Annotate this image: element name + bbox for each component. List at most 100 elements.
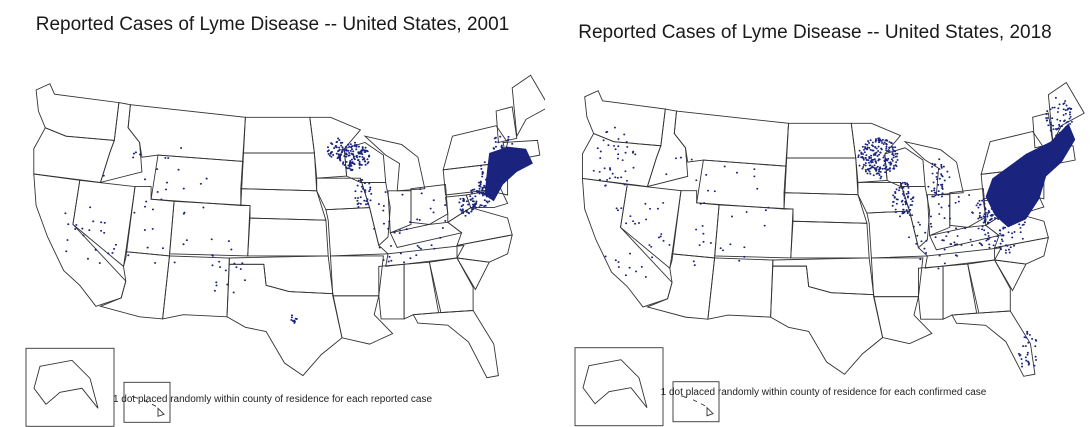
case-dot bbox=[634, 153, 637, 156]
case-dot bbox=[648, 244, 651, 246]
case-dot bbox=[1013, 244, 1016, 247]
case-dot bbox=[399, 229, 402, 232]
case-dot bbox=[107, 252, 110, 255]
case-dot bbox=[869, 172, 872, 175]
case-dot bbox=[1025, 359, 1028, 362]
case-dot bbox=[917, 221, 920, 224]
case-dot bbox=[874, 160, 877, 162]
case-dot bbox=[896, 198, 899, 201]
case-dot bbox=[494, 145, 498, 148]
case-dot bbox=[357, 145, 360, 148]
case-dot bbox=[948, 176, 951, 179]
state-north-carolina bbox=[457, 235, 512, 262]
case-dot bbox=[1050, 123, 1053, 126]
case-dot bbox=[1035, 359, 1038, 361]
case-dot bbox=[956, 243, 959, 246]
case-dot bbox=[891, 146, 894, 149]
state-washington bbox=[36, 84, 119, 141]
case-dot bbox=[494, 141, 497, 143]
insets bbox=[574, 347, 720, 427]
case-dot bbox=[977, 227, 980, 230]
case-dot bbox=[868, 146, 871, 149]
case-dot bbox=[981, 199, 984, 202]
case-dot bbox=[906, 212, 909, 215]
case-dot bbox=[874, 146, 877, 149]
case-dot bbox=[894, 190, 897, 193]
case-dot bbox=[938, 168, 941, 170]
case-dot bbox=[906, 184, 909, 186]
case-dot bbox=[232, 291, 235, 294]
case-dot bbox=[883, 167, 886, 170]
case-dot bbox=[953, 241, 956, 244]
case-dot bbox=[943, 179, 946, 182]
case-dot bbox=[444, 219, 447, 222]
case-dot bbox=[366, 158, 369, 161]
case-dot bbox=[940, 166, 943, 169]
case-dot bbox=[471, 200, 474, 203]
case-dot bbox=[902, 194, 905, 197]
case-dot bbox=[327, 153, 330, 155]
state-california bbox=[34, 174, 126, 306]
case-dot bbox=[888, 161, 891, 164]
case-dot bbox=[364, 160, 367, 163]
case-dot bbox=[884, 139, 887, 142]
case-dot bbox=[332, 154, 335, 156]
case-dot bbox=[932, 181, 935, 184]
case-dot bbox=[872, 153, 875, 156]
case-dot bbox=[871, 141, 874, 144]
case-dot bbox=[326, 146, 330, 149]
case-dot bbox=[860, 153, 863, 155]
case-dot bbox=[350, 168, 353, 171]
case-dot bbox=[233, 262, 236, 265]
case-dot bbox=[165, 188, 168, 191]
dense-case-area bbox=[985, 123, 1076, 228]
case-dot bbox=[879, 177, 882, 180]
case-dot bbox=[933, 191, 936, 194]
case-dot bbox=[878, 167, 881, 170]
case-dot bbox=[983, 229, 986, 232]
case-dot bbox=[864, 168, 867, 171]
state-arkansas bbox=[871, 258, 923, 297]
case-dot bbox=[911, 200, 914, 203]
case-dot bbox=[382, 222, 386, 225]
case-dot bbox=[616, 176, 619, 179]
state-colorado bbox=[170, 201, 251, 256]
case-dot bbox=[865, 154, 868, 157]
us-map-2018 bbox=[574, 0, 1090, 427]
case-dot bbox=[507, 135, 510, 138]
case-dot bbox=[1022, 345, 1025, 348]
case-dot bbox=[399, 252, 402, 255]
case-dot bbox=[931, 172, 934, 175]
case-dot bbox=[356, 199, 359, 202]
case-dot bbox=[348, 154, 351, 157]
case-dot bbox=[878, 158, 881, 161]
case-dot bbox=[999, 229, 1002, 232]
case-dot bbox=[66, 239, 69, 241]
case-dot bbox=[479, 180, 482, 183]
case-dot bbox=[418, 246, 421, 249]
case-dot bbox=[139, 153, 142, 156]
case-dot bbox=[888, 170, 891, 172]
case-dot bbox=[480, 167, 483, 170]
case-dot bbox=[989, 214, 992, 217]
case-dot bbox=[937, 203, 940, 205]
case-dot bbox=[218, 260, 221, 263]
case-dot bbox=[81, 227, 84, 230]
case-dot bbox=[499, 135, 502, 138]
case-dot bbox=[290, 319, 293, 321]
case-dot bbox=[909, 208, 912, 211]
case-dot bbox=[349, 143, 352, 146]
case-dot bbox=[879, 138, 882, 141]
case-dot bbox=[937, 267, 940, 270]
case-dot bbox=[1028, 333, 1031, 336]
case-dot bbox=[350, 148, 354, 151]
state-north-dakota bbox=[786, 123, 855, 158]
case-dot bbox=[343, 155, 346, 157]
state-west-virginia bbox=[446, 195, 471, 222]
case-dot bbox=[1064, 100, 1067, 102]
case-dot bbox=[986, 213, 989, 216]
case-dot bbox=[660, 233, 663, 235]
case-dot bbox=[1057, 107, 1060, 110]
case-dot bbox=[632, 166, 635, 169]
case-dot bbox=[878, 141, 881, 144]
